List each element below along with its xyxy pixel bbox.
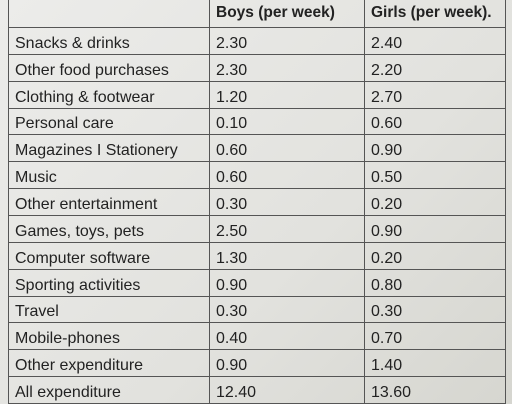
amount-cell: 0.80 [365,269,506,297]
row-label: Magazines I Stationery [8,135,210,163]
amount-cell: 2.70 [365,81,506,109]
amount-cell: 2.40 [365,28,506,55]
amount-cell: 13.60 [365,377,506,404]
amount-cell: 0.90 [365,216,506,243]
row-label: Personal care [8,108,210,136]
row-label: Sporting activities [8,269,210,297]
amount-cell: 0.50 [365,162,506,190]
row-label: All expenditure [8,377,210,404]
row-label: Snacks & drinks [8,28,210,55]
row-label: Other entertainment [8,189,210,216]
amount-cell: 0.20 [365,242,506,270]
amount-cell: 0.60 [210,135,365,163]
amount-cell: 0.90 [365,135,506,163]
amount-cell: 0.20 [365,189,506,216]
expenditure-table: Boys (per week) Girls (per week). Snacks &… [8,0,506,404]
row-label: Music [8,162,210,190]
row-label: Games, toys, pets [8,216,210,243]
amount-cell: 1.40 [365,350,506,378]
amount-cell: 12.40 [210,377,365,404]
column-header: Boys (per week) [210,0,365,28]
amount-cell: 2.20 [365,54,506,82]
amount-cell: 2.30 [210,54,365,82]
row-label: Computer software [8,242,210,270]
row-label: Mobile-phones [8,323,210,351]
amount-cell: 0.40 [210,323,365,351]
header-blank [8,0,210,28]
amount-cell: 0.30 [210,296,365,324]
amount-cell: 2.50 [210,216,365,243]
amount-cell: 0.10 [210,108,365,136]
amount-cell: 0.90 [210,269,365,297]
amount-cell: 1.30 [210,242,365,270]
amount-cell: 0.60 [365,108,506,136]
amount-cell: 2.30 [210,28,365,55]
amount-cell: 0.30 [210,189,365,216]
amount-cell: 0.60 [210,162,365,190]
amount-cell: 0.90 [210,350,365,378]
column-header: Girls (per week). [365,0,506,28]
row-label: Other expenditure [8,350,210,378]
row-label: Clothing & footwear [8,81,210,109]
amount-cell: 0.70 [365,323,506,351]
amount-cell: 1.20 [210,81,365,109]
row-label: Travel [8,296,210,324]
amount-cell: 0.30 [365,296,506,324]
row-label: Other food purchases [8,54,210,82]
